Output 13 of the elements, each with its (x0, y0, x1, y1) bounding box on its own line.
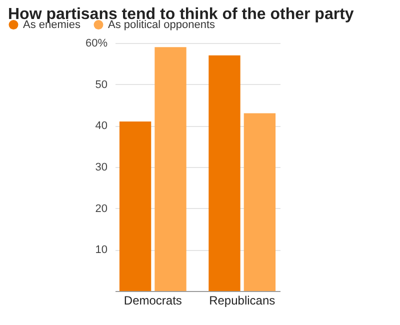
y-tick-label: 40 (95, 120, 108, 132)
bar (208, 55, 240, 291)
y-tick-label: 10 (95, 244, 108, 256)
y-tick-label: 20 (95, 202, 108, 215)
legend-label: As political opponents (108, 18, 216, 31)
bar (244, 113, 276, 291)
bar (154, 47, 186, 291)
x-tick-label: Republicans (209, 294, 276, 308)
bar (119, 122, 152, 291)
y-tick-label: 30 (95, 162, 108, 174)
y-tick-label: 60% (85, 38, 108, 50)
x-tick-label: Democrats (124, 294, 182, 308)
y-tick-label: 50 (95, 78, 108, 91)
